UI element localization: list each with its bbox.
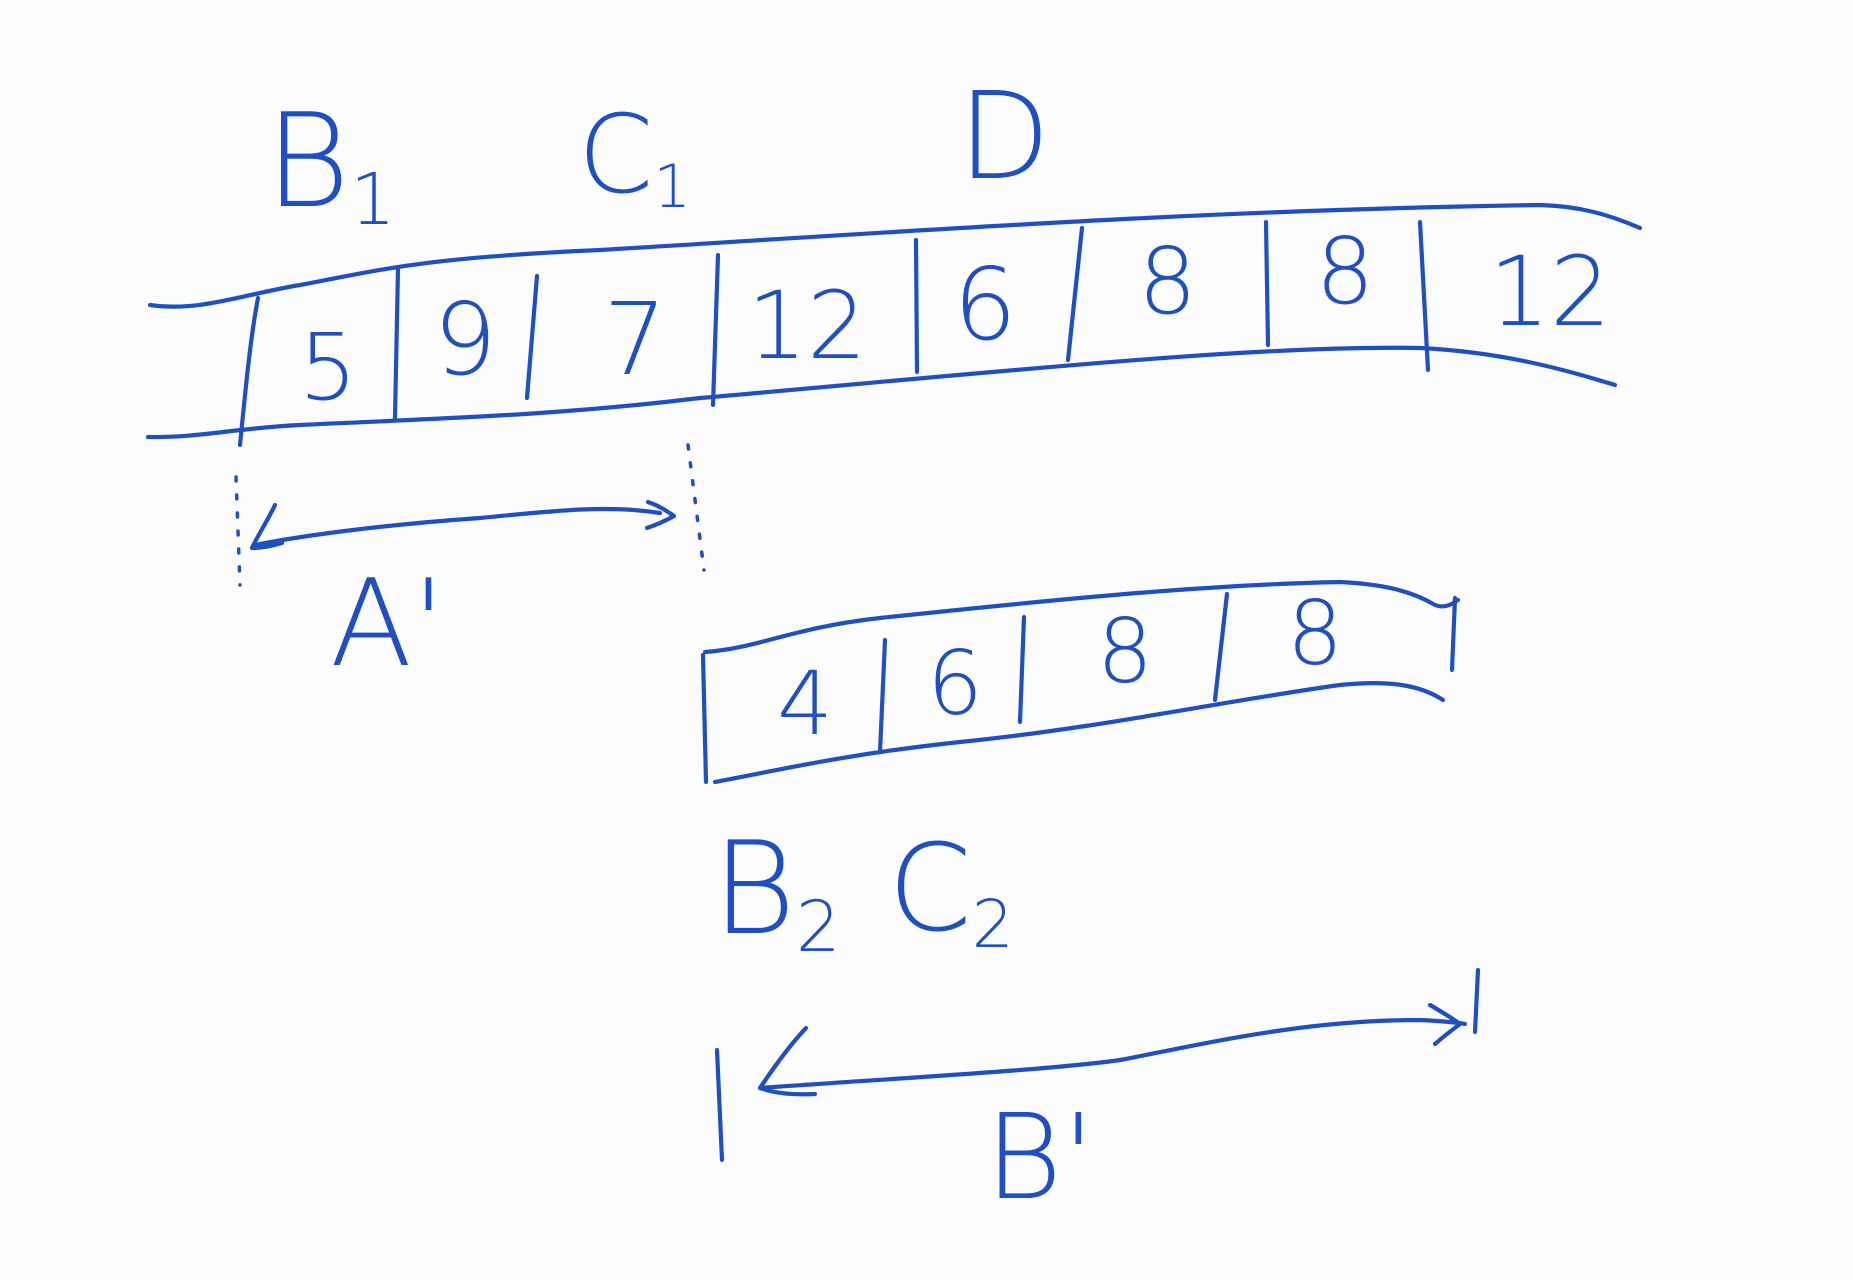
a-guide-right xyxy=(686,443,706,572)
top-divider-2 xyxy=(524,273,540,401)
label-c1-sub: 1 xyxy=(653,152,692,222)
top-cell-3: 7 xyxy=(603,281,667,398)
label-d: D xyxy=(958,68,1051,207)
bottom-array-top-edge xyxy=(702,579,1461,655)
label-c2-letter: C xyxy=(888,820,972,959)
bottom-cell-4: 8 xyxy=(1287,582,1343,685)
top-divider-1 xyxy=(392,265,401,421)
bottom-divider-1 xyxy=(877,637,888,755)
label-b2-sub: 2 xyxy=(795,885,841,968)
a-arrow-shaft xyxy=(252,506,663,548)
top-divider-7 xyxy=(1417,219,1431,373)
a-arrow-left-head xyxy=(249,502,285,551)
bottom-divider-3 xyxy=(1212,591,1230,703)
bottom-array-right-edge xyxy=(1449,595,1458,673)
top-cell-7: 8 xyxy=(1315,218,1375,325)
top-cell-1: 5 xyxy=(298,314,358,421)
bottom-array-bottom-edge xyxy=(712,681,1446,785)
label-c2-sub: 2 xyxy=(971,885,1014,963)
bottom-divider-2 xyxy=(1017,614,1027,725)
top-array-left-edge xyxy=(237,295,261,448)
label-a-prime: A' xyxy=(330,555,446,694)
top-divider-5 xyxy=(1065,225,1085,363)
top-array-top-edge xyxy=(147,202,1643,309)
top-cell-2: 9 xyxy=(433,281,497,398)
top-divider-6 xyxy=(1263,219,1271,348)
label-b1-letter: B xyxy=(265,85,351,237)
label-b2: B2 xyxy=(712,826,841,962)
label-c2: C2 xyxy=(888,830,1014,958)
top-divider-3 xyxy=(710,252,721,408)
bottom-cell-1: 4 xyxy=(777,652,833,755)
label-b2-letter: B xyxy=(712,815,796,964)
label-b1-sub: 1 xyxy=(350,157,396,241)
label-c1: C1 xyxy=(578,102,691,218)
a-guide-left xyxy=(234,475,242,587)
b-arrow-left-bar xyxy=(714,1047,725,1163)
b-arrow-shaft xyxy=(757,1017,1468,1091)
top-cell-5: 6 xyxy=(953,246,1017,363)
bottom-cell-3: 8 xyxy=(1097,600,1153,703)
label-b1: B1 xyxy=(265,96,396,235)
top-cell-4: 12 xyxy=(747,272,867,381)
top-cell-6: 8 xyxy=(1138,228,1197,335)
b-arrow-left-head xyxy=(757,1025,818,1097)
bottom-array-left-edge xyxy=(700,652,709,785)
label-c1-letter: C xyxy=(578,93,654,218)
a-arrow-right-head xyxy=(644,499,677,531)
top-divider-4 xyxy=(913,237,920,375)
b-arrow-right-bar xyxy=(1472,967,1481,1035)
top-array-bottom-edge xyxy=(145,345,1618,440)
b-arrow-right-head xyxy=(1427,1002,1463,1047)
top-cell-8: 12 xyxy=(1488,236,1612,348)
label-b-prime: B' xyxy=(985,1088,1095,1226)
bottom-cell-2: 6 xyxy=(927,632,983,735)
